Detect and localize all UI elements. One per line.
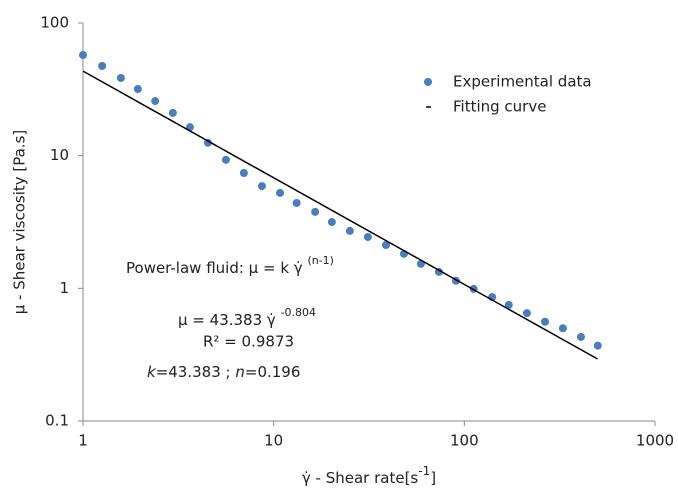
data-point [239,169,248,178]
fit-line [82,70,598,360]
y-tick-label: 1 [59,279,69,297]
data-point [116,73,125,82]
y-tick-label: 0.1 [45,412,69,430]
k-label: k [147,363,157,381]
n-label: n [235,363,245,381]
k-value: =43.383 ; [156,363,231,381]
data-point [292,198,301,207]
data-point [522,309,531,318]
data-point [311,207,320,216]
x-tick-label: 1000 [636,432,674,450]
data-point [593,341,602,350]
data-point [504,300,513,309]
x-axis-label: γ̇ - Shear rate[s-1] [302,464,436,487]
x-tick-label: 100 [450,432,479,450]
data-point [203,138,212,147]
legend-label: Fitting curve [453,98,546,116]
data-point [381,241,390,250]
fit-annotation: μ = 43.383 γ̇ -0.804 [178,306,316,329]
y-tick-label: 10 [50,146,69,164]
x-tick-label: 10 [264,432,283,450]
data-point [576,332,585,341]
data-point [257,182,266,191]
r2-annotation: R² = 0.9873 [203,333,294,351]
x-tick-label: 1 [78,432,88,450]
legend-marker [424,78,432,86]
x-label-end: ] [430,469,436,487]
fit-exponent: -0.804 [281,306,316,319]
fit-text: μ = 43.383 γ̇ [178,311,276,329]
y-tick-label: 100 [40,14,69,32]
model-annotation: Power-law fluid: μ = k γ̇ (n-1) [126,254,334,277]
n-value: =0.196 [245,363,301,381]
params-annotation: k=43.383 ; n=0.196 [147,363,300,381]
data-point [151,97,160,106]
data-point [221,155,230,164]
data-point [133,85,142,94]
data-point [327,218,336,227]
data-point [541,317,550,326]
data-point [363,232,372,241]
model-exponent: (n-1) [307,254,334,267]
data-point [79,50,87,59]
data-point [98,62,107,71]
data-point [558,324,567,333]
data-point [168,108,177,117]
data-point [345,226,354,235]
x-label-sup: -1 [418,464,430,478]
y-axis-label: μ - Shear viscosity [Pa.s] [11,130,29,315]
model-text: Power-law fluid: μ = k γ̇ [126,259,303,277]
x-label-text: γ̇ - Shear rate[s [302,469,419,487]
legend-label: Experimental data [453,73,592,91]
data-point [276,188,285,197]
